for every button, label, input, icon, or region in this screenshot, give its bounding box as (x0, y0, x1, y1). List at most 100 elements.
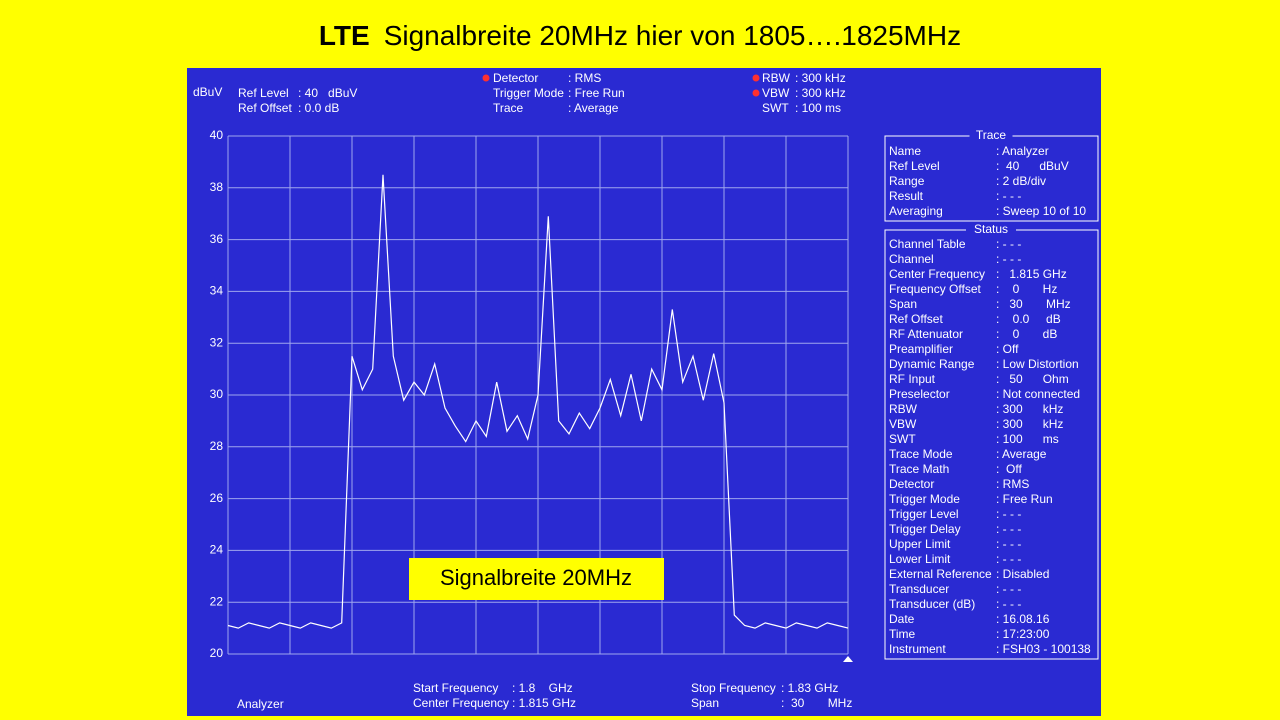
field-label: RBW (762, 71, 791, 85)
field-label: Trigger Mode (889, 492, 960, 506)
field-label: Dynamic Range (889, 357, 975, 371)
field-label: Transducer (dB) (889, 597, 975, 611)
field-label: Trace (493, 101, 524, 115)
field-label: Span (889, 297, 917, 311)
field-value: : Free Run (996, 492, 1053, 506)
field-value: : Off (996, 342, 1019, 356)
field-label: Range (889, 174, 925, 188)
panel-title-bg (969, 130, 1013, 142)
field-label: VBW (762, 86, 790, 100)
field-value: : 300 kHz (795, 71, 846, 85)
field-label: VBW (889, 417, 917, 431)
field-value: : 40 dBuV (298, 86, 357, 100)
field-value: : 17:23:00 (996, 627, 1050, 641)
field-label: Time (889, 627, 916, 641)
field-label: Start Frequency (413, 681, 498, 695)
field-label: Channel Table (889, 237, 966, 251)
y-tick-label: 40 (210, 128, 224, 142)
field-value: : 2 dB/div (996, 174, 1046, 188)
field-label: Name (889, 144, 921, 158)
field-value: : RMS (568, 71, 601, 85)
field-label: Lower Limit (889, 552, 951, 566)
trace-line (227, 174, 849, 629)
field-label: Upper Limit (889, 537, 951, 551)
field-value: : Sweep 10 of 10 (996, 204, 1086, 218)
y-tick-label: 26 (210, 491, 224, 505)
field-value: : - - - (996, 252, 1021, 266)
field-label: Center Frequency (889, 267, 985, 281)
field-value: : Average (996, 447, 1047, 461)
field-label: Span (691, 696, 719, 710)
field-value: : 1.815 GHz (512, 696, 576, 710)
field-label: Detector (889, 477, 934, 491)
footer-mode: Analyzer (237, 697, 284, 711)
field-label: Channel (889, 252, 934, 266)
field-value: : 300 kHz (996, 402, 1063, 416)
field-value: : 0 dB (996, 327, 1057, 341)
indicator-dot (482, 74, 490, 82)
field-value: : 0.0 dB (996, 312, 1061, 326)
field-value: : - - - (996, 552, 1021, 566)
y-tick-label: 22 (210, 594, 224, 608)
panel-title-bg (966, 224, 1016, 236)
indicator-dot (752, 74, 760, 82)
field-label: Trace Math (889, 462, 949, 476)
y-tick-label: 32 (210, 335, 224, 349)
field-value: : 100 ms (795, 101, 841, 115)
field-value: : Disabled (996, 567, 1049, 581)
field-label: Trigger Delay (889, 522, 961, 536)
field-value: : 16.08.16 (996, 612, 1050, 626)
y-tick-label: 36 (210, 232, 224, 246)
field-label: Stop Frequency (691, 681, 776, 695)
field-label: Trace Mode (889, 447, 953, 461)
field-label: Ref Offset (238, 101, 292, 115)
field-label: Trigger Mode (493, 86, 564, 100)
field-value: : - - - (996, 537, 1021, 551)
field-label: Transducer (889, 582, 949, 596)
field-label: Trigger Level (889, 507, 959, 521)
y-tick-label: 20 (210, 646, 224, 660)
panel-title: Trace (976, 128, 1007, 142)
field-label: Averaging (889, 204, 943, 218)
field-label: Ref Level (238, 86, 289, 100)
indicator-dot (752, 89, 760, 97)
slide-title: LTE Signalbreite 20MHz hier von 1805….182… (319, 20, 961, 51)
field-value: : 50 Ohm (996, 372, 1069, 386)
field-label: Result (889, 189, 924, 203)
y-tick-label: 28 (210, 439, 224, 453)
field-value: : - - - (996, 522, 1021, 536)
field-value: : - - - (996, 582, 1021, 596)
field-label: RF Attenuator (889, 327, 963, 341)
field-value: : 1.8 GHz (512, 681, 573, 695)
y-tick-label: 38 (210, 180, 224, 194)
field-label: RF Input (889, 372, 936, 386)
field-label: Instrument (889, 642, 946, 656)
field-label: Preamplifier (889, 342, 953, 356)
field-value: : Off (996, 462, 1022, 476)
field-label: Center Frequency (413, 696, 509, 710)
field-label: SWT (889, 432, 916, 446)
annotation: Signalbreite 20MHz (440, 565, 632, 590)
annotation-box (409, 558, 664, 600)
y-axis-label: dBuV (193, 85, 222, 99)
field-value: : RMS (996, 477, 1029, 491)
field-value: : 40 dBuV (996, 159, 1069, 173)
field-value: : Not connected (996, 387, 1080, 401)
field-value: : 100 ms (996, 432, 1059, 446)
field-label: SWT (762, 101, 789, 115)
field-label: Ref Level (889, 159, 940, 173)
field-value: : FSH03 - 100138 (996, 642, 1091, 656)
field-label: External Reference (889, 567, 992, 581)
field-label: Ref Offset (889, 312, 943, 326)
marker-triangle (843, 656, 853, 662)
analyzer-screen (187, 68, 1101, 716)
field-value: : 0.0 dB (298, 101, 339, 115)
field-label: Date (889, 612, 915, 626)
field-value: : Low Distortion (996, 357, 1079, 371)
panel-title: Status (974, 222, 1008, 236)
field-value: : 1.815 GHz (996, 267, 1067, 281)
field-value: : 30 MHz (996, 297, 1071, 311)
title-lead: LTE (319, 20, 370, 51)
field-value: : 300 kHz (996, 417, 1063, 431)
field-label: Preselector (889, 387, 950, 401)
